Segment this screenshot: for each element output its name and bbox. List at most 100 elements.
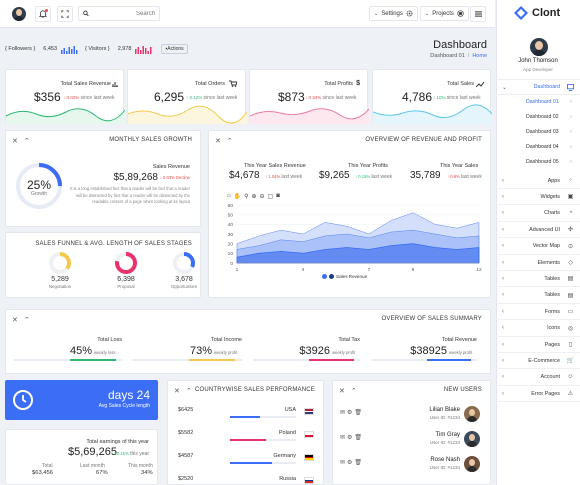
user-avatar[interactable] xyxy=(12,7,26,21)
country-progress xyxy=(230,462,272,464)
kpi-label: Total Profits xyxy=(324,81,353,87)
sidebar-item-e-commerce[interactable]: ‹ E-Commerce 🛒 xyxy=(496,353,580,370)
close-icon[interactable]: ✕ xyxy=(12,317,18,324)
sidebar-item-vector-map[interactable]: ‹ Vector Map ⊙ xyxy=(496,239,580,255)
close-icon[interactable]: ✕ xyxy=(339,388,345,395)
country-progress xyxy=(230,439,266,441)
user-name[interactable]: Rose Nash xyxy=(430,457,460,463)
profile-avatar[interactable] xyxy=(530,38,548,56)
flag-icon xyxy=(304,477,314,484)
settings-button[interactable]: ⌄ Settings xyxy=(369,6,418,21)
kpi-value: $356 xyxy=(34,90,61,104)
sidebar-item-widgets[interactable]: ‹ Widgets ▣ xyxy=(496,189,580,206)
trash-icon[interactable]: 🗑 xyxy=(354,410,363,416)
fullscreen-button[interactable] xyxy=(57,6,73,22)
home-icon[interactable]: ⌂ xyxy=(227,193,231,199)
zoom-out-icon[interactable]: ⊖ xyxy=(259,194,265,200)
sales-cycle-card: days 24 Avg Sales Cycle length xyxy=(5,380,158,420)
country-value: $6425 xyxy=(178,407,194,413)
funnel-value: 6,398 xyxy=(117,276,135,283)
collapse-icon[interactable]: ⌃ xyxy=(23,317,30,324)
zoom-in-icon[interactable]: ⊕ xyxy=(251,194,257,200)
card-title: COUNTRYWISE SALES PERFORMANCE xyxy=(194,387,315,393)
chevron-left-icon: ‹ xyxy=(502,341,504,348)
sidebar-item-error-pages[interactable]: ‹ Error Pages ⚠ xyxy=(496,386,580,403)
sidebar-subitem[interactable]: Dashboard 05 › xyxy=(526,159,576,165)
sidebar-subitem[interactable]: Dashboard 01 › xyxy=(526,99,576,105)
pan-icon[interactable]: ✋ xyxy=(233,194,242,200)
sidebar-subitem-label: Dashboard 04 xyxy=(526,144,559,150)
sidebar-subitem[interactable]: Dashboard 02 › xyxy=(526,114,576,120)
user-name[interactable]: Lilian Blake xyxy=(429,407,460,413)
brand-logo[interactable]: Clont xyxy=(514,6,560,20)
sidebar-item-advanced-ui[interactable]: ‹ Advanced UI ✣ xyxy=(496,222,580,239)
sidebar-item-account[interactable]: ‹ Account ☺ xyxy=(496,370,580,386)
sidebar-subitem-label: Dashboard 05 xyxy=(526,159,559,165)
card-title: OVERVIEW OF REVENUE AND PROFIT xyxy=(365,137,482,143)
collapse-icon[interactable]: ⌃ xyxy=(185,388,192,395)
user-name[interactable]: Tim Gray xyxy=(435,432,460,438)
funnel-value: 5,289 xyxy=(51,276,69,283)
projects-button[interactable]: ⌄ Projects xyxy=(420,6,469,21)
breadcrumb-current[interactable]: Home xyxy=(472,53,487,59)
earnings-title: Total earnings of this year xyxy=(86,439,149,445)
breadcrumb-item[interactable]: Dashboard 01 xyxy=(430,53,465,59)
user-avatar[interactable] xyxy=(464,456,480,472)
trash-icon[interactable]: 🗑 xyxy=(354,460,363,466)
sidebar-item-pages[interactable]: ‹ Pages ▯ xyxy=(496,337,580,353)
trash-icon[interactable]: 🗑 xyxy=(354,435,363,441)
gear-icon[interactable]: ⚙ xyxy=(347,410,353,416)
close-icon[interactable]: ✕ xyxy=(12,138,18,145)
user-avatar[interactable] xyxy=(464,406,480,422)
collapse-icon[interactable]: ⌃ xyxy=(23,138,30,145)
search-input[interactable] xyxy=(93,10,155,17)
country-track xyxy=(230,416,296,418)
sidebar-item-dashboard[interactable]: ⌄ Dashboard xyxy=(496,79,580,95)
card-title: NEW USERS xyxy=(443,387,482,393)
sidebar-item-label: Dashboard xyxy=(533,84,560,90)
sidebar-item-icons[interactable]: ‹ Icons ◎ xyxy=(496,321,580,337)
gear-icon[interactable]: ⚙ xyxy=(347,435,353,441)
gear-icon[interactable]: ⚙ xyxy=(347,460,353,466)
country-name: USA xyxy=(284,407,296,413)
sidebar-item-forms[interactable]: ‹ Forms ▭ xyxy=(496,304,580,321)
sidebar-item-label: Error Pages xyxy=(531,390,560,397)
sidebar-item-elements[interactable]: ‹ Elements ◇ xyxy=(496,255,580,271)
summary-track xyxy=(372,359,477,361)
country-name: Germany xyxy=(273,453,296,459)
legend-label[interactable]: Sales Revenue xyxy=(336,274,368,279)
close-icon[interactable]: ✕ xyxy=(215,138,221,145)
sidebar-item-label: Icons xyxy=(547,325,560,332)
earnings-col-label: Last month xyxy=(80,463,105,469)
sidebar-item-label: Charts xyxy=(544,210,560,217)
sidebar-item-tables[interactable]: ‹ Tables ▤ xyxy=(496,271,580,288)
select-icon[interactable]: ▢ xyxy=(267,194,274,200)
actions-button[interactable]: ▪Actions xyxy=(161,44,188,54)
mail-icon[interactable]: ✉ xyxy=(340,410,346,416)
user-avatar[interactable] xyxy=(464,431,480,447)
chart-icon: ◔ xyxy=(568,210,573,217)
close-icon[interactable]: ✕ xyxy=(174,388,180,395)
summary-note: weekly profit xyxy=(449,350,473,355)
mail-icon[interactable]: ✉ xyxy=(340,435,346,441)
y-tick-label: 60 xyxy=(228,203,234,209)
notification-button[interactable] xyxy=(35,6,51,22)
sidebar-subitem[interactable]: Dashboard 03 › xyxy=(526,129,576,135)
page-title: Dashboard xyxy=(433,39,487,51)
zoom-icon[interactable]: ⚲ xyxy=(244,194,249,200)
sidebar-item-apps[interactable]: ‹ Apps ⁘ xyxy=(496,173,580,189)
sidebar-item-tables[interactable]: ‹ Tables ▤ xyxy=(496,288,580,304)
collapse-icon[interactable]: ⌃ xyxy=(226,138,233,145)
collapse-icon[interactable]: ⌃ xyxy=(350,388,357,395)
camera-icon[interactable]: ◙ xyxy=(276,193,280,199)
mail-icon[interactable]: ✉ xyxy=(340,460,346,466)
revenue-label: Sales Revenue xyxy=(152,164,190,170)
sidebar-subitem[interactable]: Dashboard 04 › xyxy=(526,144,576,150)
notification-dot xyxy=(45,9,48,12)
growth-percent: 25% xyxy=(26,178,52,192)
menu-toggle-button[interactable] xyxy=(470,6,486,22)
search-box[interactable] xyxy=(78,6,160,21)
user-id: User ID: #1234 xyxy=(429,440,460,445)
funnel-gauge xyxy=(114,251,138,275)
sidebar-item-charts[interactable]: ‹ Charts ◔ xyxy=(496,206,580,222)
